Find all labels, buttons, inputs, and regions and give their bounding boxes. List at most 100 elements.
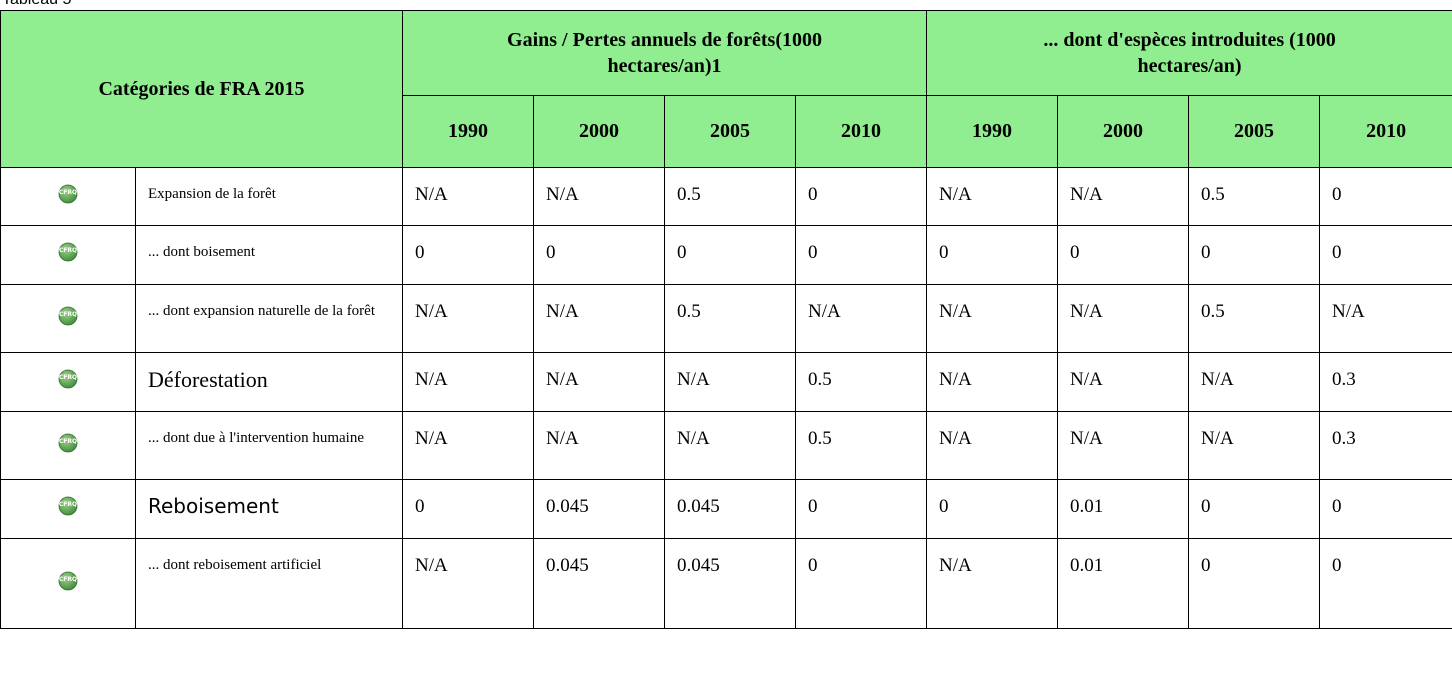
- icon-cell: CFRQ: [0, 167, 136, 226]
- value-cell: N/A: [1057, 284, 1190, 353]
- cfrq-icon: CFRQ: [58, 184, 78, 204]
- value-cell: 0.5: [1188, 284, 1321, 353]
- data-table: Catégories de FRA 2015 Gains / Pertes an…: [0, 10, 1452, 629]
- value-cell: N/A: [533, 167, 666, 226]
- icon-label: CFRQ: [58, 437, 78, 445]
- row-label: Reboisement: [134, 479, 404, 539]
- year-header: 2000: [1057, 95, 1190, 168]
- table-row: CFRQ Expansion de la forêt N/A N/A 0.5 0 N/A N/…: [0, 167, 1452, 226]
- value-cell: 0.5: [664, 284, 797, 353]
- cfrq-icon: CFRQ: [58, 433, 78, 453]
- icon-label: CFRQ: [58, 310, 78, 318]
- value-cell: 0: [1319, 167, 1452, 226]
- row-label: ... dont boisement: [134, 225, 404, 285]
- value-cell: 0.5: [1188, 167, 1321, 226]
- cfrq-icon: CFRQ: [58, 571, 78, 591]
- cfrq-icon: CFRQ: [58, 242, 78, 262]
- year-header: 2010: [1319, 95, 1452, 168]
- value-cell: 0: [795, 538, 928, 629]
- value-cell: N/A: [1057, 167, 1190, 226]
- value-cell: 0: [1188, 225, 1321, 285]
- value-cell: N/A: [402, 538, 535, 629]
- value-cell: 0.045: [533, 479, 666, 539]
- row-label: ... dont expansion naturelle de la forêt: [134, 284, 404, 353]
- value-cell: N/A: [926, 352, 1059, 412]
- value-cell: N/A: [402, 352, 535, 412]
- value-cell: 0.5: [795, 352, 928, 412]
- cfrq-icon: CFRQ: [58, 369, 78, 389]
- value-cell: 0: [402, 225, 535, 285]
- year-header: 2005: [664, 95, 797, 168]
- group-header: Gains / Pertes annuels de forêts(1000 he…: [402, 10, 928, 96]
- value-cell: N/A: [926, 411, 1059, 480]
- icon-cell: CFRQ: [0, 352, 136, 412]
- icon-cell: CFRQ: [0, 411, 136, 480]
- row-label: Expansion de la forêt: [134, 167, 404, 226]
- year-header: 2005: [1188, 95, 1321, 168]
- row-label: Déforestation: [134, 352, 404, 412]
- table-row: CFRQ ... dont expansion naturelle de la f…: [0, 284, 1452, 353]
- table-row: CFRQ Déforestation N/A N/A N/A 0.5 N/A N/A N/A 0.…: [0, 352, 1452, 412]
- icon-label: CFRQ: [58, 374, 78, 381]
- value-cell: N/A: [533, 352, 666, 412]
- icon-label: CFRQ: [58, 575, 78, 583]
- table-row: CFRQ ... dont due à l'intervention humain…: [0, 411, 1452, 480]
- value-cell: 0.5: [664, 167, 797, 226]
- value-cell: N/A: [533, 411, 666, 480]
- group-header: ... dont d'espèces introduites (1000 hec…: [926, 10, 1452, 96]
- value-cell: N/A: [402, 167, 535, 226]
- cfrq-icon: CFRQ: [58, 306, 78, 326]
- icon-badge: [58, 242, 78, 262]
- value-cell: 0: [402, 479, 535, 539]
- value-cell: 0.045: [664, 479, 797, 539]
- value-cell: 0.5: [795, 411, 928, 480]
- icon-badge: [58, 184, 78, 203]
- icon-badge: [58, 306, 78, 325]
- icon-label: CFRQ: [58, 501, 78, 508]
- category-header: Catégories de FRA 2015: [0, 10, 404, 168]
- value-cell: 0: [926, 479, 1059, 539]
- value-cell: N/A: [1057, 352, 1190, 412]
- value-cell: N/A: [1057, 411, 1190, 480]
- value-cell: N/A: [664, 411, 797, 480]
- cfrq-icon: CFRQ: [58, 496, 78, 516]
- value-cell: 0: [1319, 479, 1452, 539]
- icon-badge: [58, 496, 78, 516]
- value-cell: N/A: [664, 352, 797, 412]
- caption: Tableau 5: [2, 0, 71, 9]
- icon-label: CFRQ: [58, 247, 78, 254]
- value-cell: 0.3: [1319, 352, 1452, 412]
- value-cell: 0.3: [1319, 411, 1452, 480]
- year-header: 1990: [402, 95, 535, 168]
- value-cell: N/A: [926, 167, 1059, 226]
- icon-label: CFRQ: [58, 188, 78, 196]
- value-cell: N/A: [402, 284, 535, 353]
- value-cell: 0: [664, 225, 797, 285]
- value-cell: 0.01: [1057, 479, 1190, 539]
- value-cell: 0: [795, 479, 928, 539]
- value-cell: N/A: [926, 538, 1059, 629]
- value-cell: N/A: [795, 284, 928, 353]
- value-cell: N/A: [1188, 411, 1321, 480]
- value-cell: 0: [1057, 225, 1190, 285]
- value-cell: 0: [1319, 225, 1452, 285]
- icon-badge: [58, 369, 78, 389]
- value-cell: 0: [1188, 479, 1321, 539]
- value-cell: 0: [1188, 538, 1321, 629]
- value-cell: N/A: [1188, 352, 1321, 412]
- icon-cell: CFRQ: [0, 538, 136, 629]
- value-cell: 0.045: [664, 538, 797, 629]
- value-cell: N/A: [1319, 284, 1452, 353]
- icon-cell: CFRQ: [0, 225, 136, 285]
- value-cell: N/A: [926, 284, 1059, 353]
- value-cell: N/A: [402, 411, 535, 480]
- value-cell: 0.045: [533, 538, 666, 629]
- value-cell: 0: [926, 225, 1059, 285]
- icon-cell: CFRQ: [0, 284, 136, 353]
- value-cell: 0: [795, 167, 928, 226]
- year-header: 2010: [795, 95, 928, 168]
- value-cell: 0.01: [1057, 538, 1190, 629]
- icon-badge: [58, 433, 78, 452]
- row-label: ... dont due à l'intervention humaine: [134, 411, 404, 480]
